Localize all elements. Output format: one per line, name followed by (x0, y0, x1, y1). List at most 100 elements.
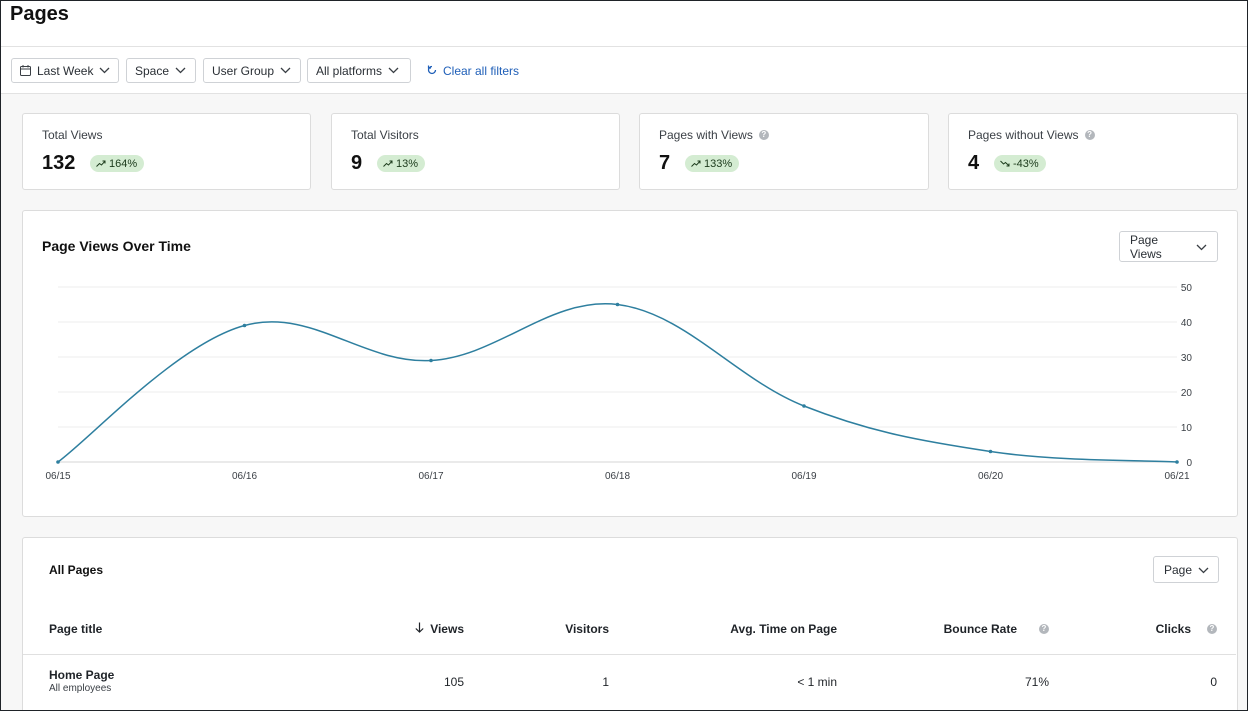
trend-badge: 133% (685, 155, 740, 172)
all-pages-table-card: All Pages Page Page title Views Visitors… (22, 537, 1238, 710)
data-point (1175, 460, 1179, 464)
x-tick-label: 06/20 (978, 471, 1003, 482)
stat-label-text: Pages without Views (968, 128, 1079, 142)
trend-up-icon (96, 158, 106, 170)
data-point (242, 323, 247, 328)
stat-card-pages-without-views: Pages without Views ? 4 -43% (948, 113, 1238, 190)
column-header-avg-time[interactable]: Avg. Time on Page (730, 622, 837, 636)
stat-label: Total Views (42, 128, 102, 142)
clear-filters-label: Clear all filters (443, 63, 520, 78)
data-point (56, 460, 60, 464)
column-header-label: Clicks (1155, 622, 1191, 636)
y-tick-label: 50 (1181, 283, 1193, 294)
stat-value: 4 (968, 152, 980, 174)
help-icon[interactable]: ? (1207, 624, 1217, 634)
chevron-down-icon (388, 67, 399, 74)
reset-icon (427, 64, 437, 78)
chevron-down-icon (99, 67, 110, 74)
column-header-label: Views (430, 622, 464, 636)
platform-filter[interactable]: All platforms (307, 58, 411, 83)
column-header-label: Visitors (565, 622, 609, 636)
calendar-icon (20, 65, 31, 76)
trend-value: 164% (109, 157, 138, 170)
space-filter-label: Space (135, 63, 170, 78)
table-title: All Pages (49, 563, 104, 577)
clicks-cell: 0 (1210, 675, 1217, 689)
y-tick-label: 30 (1181, 353, 1193, 364)
space-filter[interactable]: Space (126, 58, 196, 83)
stat-value: 7 (659, 152, 671, 174)
trend-badge: -43% (994, 155, 1046, 172)
filter-bar: Last Week Space User Group All platforms… (1, 47, 1247, 94)
sort-down-icon (415, 622, 424, 636)
column-header-label: Avg. Time on Page (730, 622, 837, 636)
y-tick-label: 40 (1181, 318, 1193, 329)
column-header-clicks[interactable]: Clicks ? (1156, 622, 1217, 636)
trend-down-icon (1000, 158, 1010, 170)
data-point (988, 449, 993, 454)
trend-value: 133% (704, 157, 733, 170)
column-header-page-title[interactable]: Page title (49, 622, 102, 636)
y-tick-label: 20 (1181, 388, 1193, 399)
metric-select[interactable]: Page Views (1119, 231, 1218, 262)
page-subtitle-cell: All employees (49, 683, 112, 694)
page-header: Pages (1, 1, 1247, 47)
y-tick-label: 0 (1186, 458, 1192, 469)
platform-filter-label: All platforms (316, 63, 383, 78)
column-header-bounce-rate[interactable]: Bounce Rate ? (944, 622, 1049, 636)
stat-label-text: Pages with Views (659, 128, 753, 142)
page-views-chart-card: Page Views Over Time Page Views 0 10 20 30 4… (22, 210, 1238, 517)
trend-value: 13% (396, 157, 419, 170)
trend-up-icon (383, 158, 393, 170)
clear-filters-link[interactable]: Clear all filters (427, 58, 519, 83)
data-point (802, 404, 806, 408)
y-tick-label: 10 (1181, 423, 1193, 434)
help-icon[interactable]: ? (1039, 624, 1049, 634)
stat-label: Pages with Views ? (659, 128, 769, 142)
group-by-select[interactable]: Page (1153, 556, 1219, 583)
x-tick-label: 06/16 (232, 471, 257, 482)
column-header-label: Bounce Rate (943, 622, 1017, 636)
chevron-down-icon (1196, 240, 1207, 254)
stat-label-text: Total Visitors (351, 128, 419, 142)
stat-value: 132 (42, 152, 76, 174)
views-cell: 105 (443, 675, 464, 689)
avg-time-cell: < 1 min (797, 675, 837, 689)
line-chart: 0 10 20 30 40 50 06/15 06/16 06/17 06/18 06/19 06/2… (45, 283, 1193, 482)
stat-label-text: Total Views (42, 128, 103, 142)
chart-title: Page Views Over Time (42, 238, 191, 254)
x-tick-label: 06/21 (1164, 471, 1189, 482)
x-tick-label: 06/15 (45, 471, 70, 482)
chevron-down-icon (280, 67, 291, 74)
trend-value: -43% (1013, 157, 1039, 170)
table-row[interactable]: Home Page All employees 105 1 < 1 min 71… (23, 655, 1237, 710)
data-point (615, 302, 620, 307)
group-by-label: Page (1164, 562, 1193, 577)
user-group-filter-label: User Group (212, 63, 275, 78)
stat-card-pages-with-views: Pages with Views ? 7 133% (639, 113, 929, 190)
stat-card-total-visitors: Total Visitors 9 13% (331, 113, 620, 190)
column-header-views[interactable]: Views (415, 622, 464, 636)
column-header-visitors[interactable]: Visitors (565, 622, 609, 636)
help-icon[interactable]: ? (1084, 130, 1095, 140)
x-tick-label: 06/19 (791, 471, 816, 482)
stat-label: Total Visitors (351, 128, 419, 142)
trend-badge: 164% (90, 155, 145, 172)
trend-up-icon (691, 158, 701, 170)
help-icon[interactable]: ? (758, 130, 769, 140)
stat-value: 9 (351, 152, 363, 174)
date-range-label: Last Week (37, 63, 94, 78)
bounce-rate-cell: 71% (1024, 675, 1049, 689)
data-point (429, 358, 433, 363)
x-tick-label: 06/18 (605, 471, 630, 482)
user-group-filter[interactable]: User Group (203, 58, 301, 83)
chevron-down-icon (1198, 563, 1209, 577)
trend-badge: 13% (377, 155, 426, 172)
header-divider (23, 654, 1236, 655)
series-line (57, 302, 1178, 463)
stat-card-total-views: Total Views 132 164% (22, 113, 311, 190)
page-title-cell[interactable]: Home Page (49, 668, 115, 682)
date-range-filter[interactable]: Last Week (11, 58, 119, 83)
metric-select-label: Page Views (1130, 232, 1162, 261)
